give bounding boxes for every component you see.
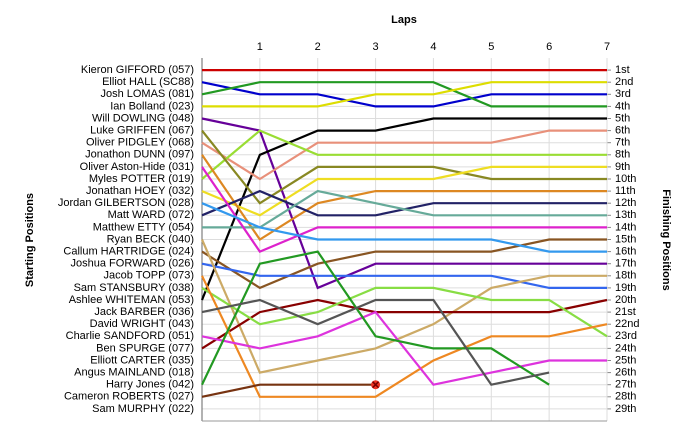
y-tick-label: Ian Bolland (023) xyxy=(110,100,194,112)
y2-tick-label: 25th xyxy=(615,354,636,366)
retired-marker xyxy=(371,380,381,390)
y2-tick-label: 7th xyxy=(615,137,630,149)
position-line xyxy=(202,189,607,229)
position-line xyxy=(201,310,607,386)
y-tick-label: Jordan GILBERTSON (028) xyxy=(58,197,194,209)
y2-tick-label: 13th xyxy=(615,209,636,221)
position-line xyxy=(201,238,607,290)
x-tick-label: 1 xyxy=(257,41,263,53)
y-tick-label: Jacob TOPP (073) xyxy=(104,270,195,282)
y2-tick-label: 21st xyxy=(615,306,636,318)
position-line xyxy=(201,129,607,180)
y2-tick-label: 8th xyxy=(615,149,630,161)
y-tick-label: Jonathon DUNN (097) xyxy=(85,149,194,161)
chart-title: Laps xyxy=(391,14,417,26)
y2-tick-label: 12th xyxy=(615,197,636,209)
y2-tick-label: 19th xyxy=(615,282,636,294)
position-line xyxy=(201,129,607,181)
y-tick-label: Elliott CARTER (035) xyxy=(90,354,194,366)
y-axis-label: Starting Positions xyxy=(24,193,36,287)
position-line xyxy=(201,117,607,290)
y-tick-label: David WRIGHT (043) xyxy=(90,318,194,330)
y-tick-label: Ashlee WHITEMAN (053) xyxy=(69,294,194,306)
y2-tick-label: 24th xyxy=(615,342,636,354)
y2-tick-label: 11th xyxy=(615,185,636,197)
y-tick-label: Josh LOMAS (081) xyxy=(100,88,194,100)
y-tick-label: Jack BARBER (036) xyxy=(94,306,194,318)
y2-tick-label: 28th xyxy=(615,391,636,403)
y2-tick-label: 6th xyxy=(615,125,630,137)
x-tick-label: 3 xyxy=(373,41,379,53)
x-tick-label: 7 xyxy=(604,41,610,53)
y-tick-label: Elliot HALL (SC88) xyxy=(102,76,194,88)
y-tick-label: Sam STANSBURY (038) xyxy=(74,282,194,294)
y2-tick-label: 14th xyxy=(615,221,636,233)
y2-tick-label: 1st xyxy=(615,64,630,76)
y2-tick-label: 9th xyxy=(615,161,630,173)
position-line xyxy=(201,262,607,289)
y-tick-label: Myles POTTER (019) xyxy=(89,173,194,185)
position-line xyxy=(201,202,607,253)
y-tick-label: Matt WARD (072) xyxy=(108,209,194,221)
y-tick-label: Luke GRIFFEN (067) xyxy=(90,125,194,137)
y2-tick-label: 3rd xyxy=(615,88,631,100)
x-tick-label: 2 xyxy=(315,41,321,53)
position-line xyxy=(201,129,607,205)
position-line xyxy=(201,165,607,217)
y2-tick-label: 23rd xyxy=(615,330,637,342)
y-tick-label: Ben SPURGE (077) xyxy=(96,342,194,354)
y-tick-label: Will DOWLING (048) xyxy=(92,112,194,124)
y-tick-label: Joshua FORWARD (026) xyxy=(71,258,194,270)
y-tick-label: Oliver Aston-Hide (031) xyxy=(80,161,194,173)
y2-tick-label: 22nd xyxy=(615,318,639,330)
y2-tick-label: 18th xyxy=(615,270,636,282)
y-tick-label: Oliver PIDGLEY (068) xyxy=(86,137,194,149)
position-line xyxy=(201,81,607,108)
y2-tick-label: 16th xyxy=(615,246,636,258)
y2-tick-label: 17th xyxy=(615,258,636,270)
y-tick-label: Callum HARTRIDGE (024) xyxy=(63,246,194,258)
y2-tick-label: 29th xyxy=(615,403,636,415)
y-tick-label: Kieron GIFFORD (057) xyxy=(81,64,194,76)
position-line xyxy=(201,250,550,386)
position-line xyxy=(201,154,607,241)
y2-tick-label: 27th xyxy=(615,379,636,391)
x-tick-label: 4 xyxy=(430,41,436,53)
y2-axis-label: Finishing Positions xyxy=(660,189,672,290)
y-tick-label: Jonathan HOEY (032) xyxy=(86,185,194,197)
position-line xyxy=(201,298,608,350)
y2-tick-label: 15th xyxy=(615,233,636,245)
position-line xyxy=(200,117,607,301)
y-tick-label: Sam MURPHY (022) xyxy=(92,403,194,415)
y-tick-label: Ryan BECK (040) xyxy=(107,233,194,245)
y2-tick-label: 10th xyxy=(615,173,636,185)
y-tick-label: Matthew ETTY (054) xyxy=(93,221,194,233)
retired-marker-x xyxy=(372,381,380,389)
position-line xyxy=(201,298,550,386)
y2-tick-label: 20th xyxy=(615,294,636,306)
y2-tick-label: 2nd xyxy=(615,76,633,88)
position-line xyxy=(201,275,608,398)
y-tick-label: Charlie SANDFORD (051) xyxy=(66,330,194,342)
position-line xyxy=(202,81,607,108)
y2-tick-label: 5th xyxy=(615,112,630,124)
y2-tick-label: 26th xyxy=(615,367,636,379)
y-tick-label: Cameron ROBERTS (027) xyxy=(64,391,194,403)
y-tick-label: Harry Jones (042) xyxy=(106,379,194,391)
x-tick-label: 6 xyxy=(546,41,552,53)
position-line xyxy=(201,286,608,338)
x-tick-label: 5 xyxy=(488,41,494,53)
y-tick-label: Angus MAINLAND (018) xyxy=(74,367,194,379)
position-line xyxy=(200,239,607,374)
position-line xyxy=(201,383,376,398)
y2-tick-label: 4th xyxy=(615,100,630,112)
position-line xyxy=(201,166,607,253)
position-line xyxy=(201,81,607,108)
